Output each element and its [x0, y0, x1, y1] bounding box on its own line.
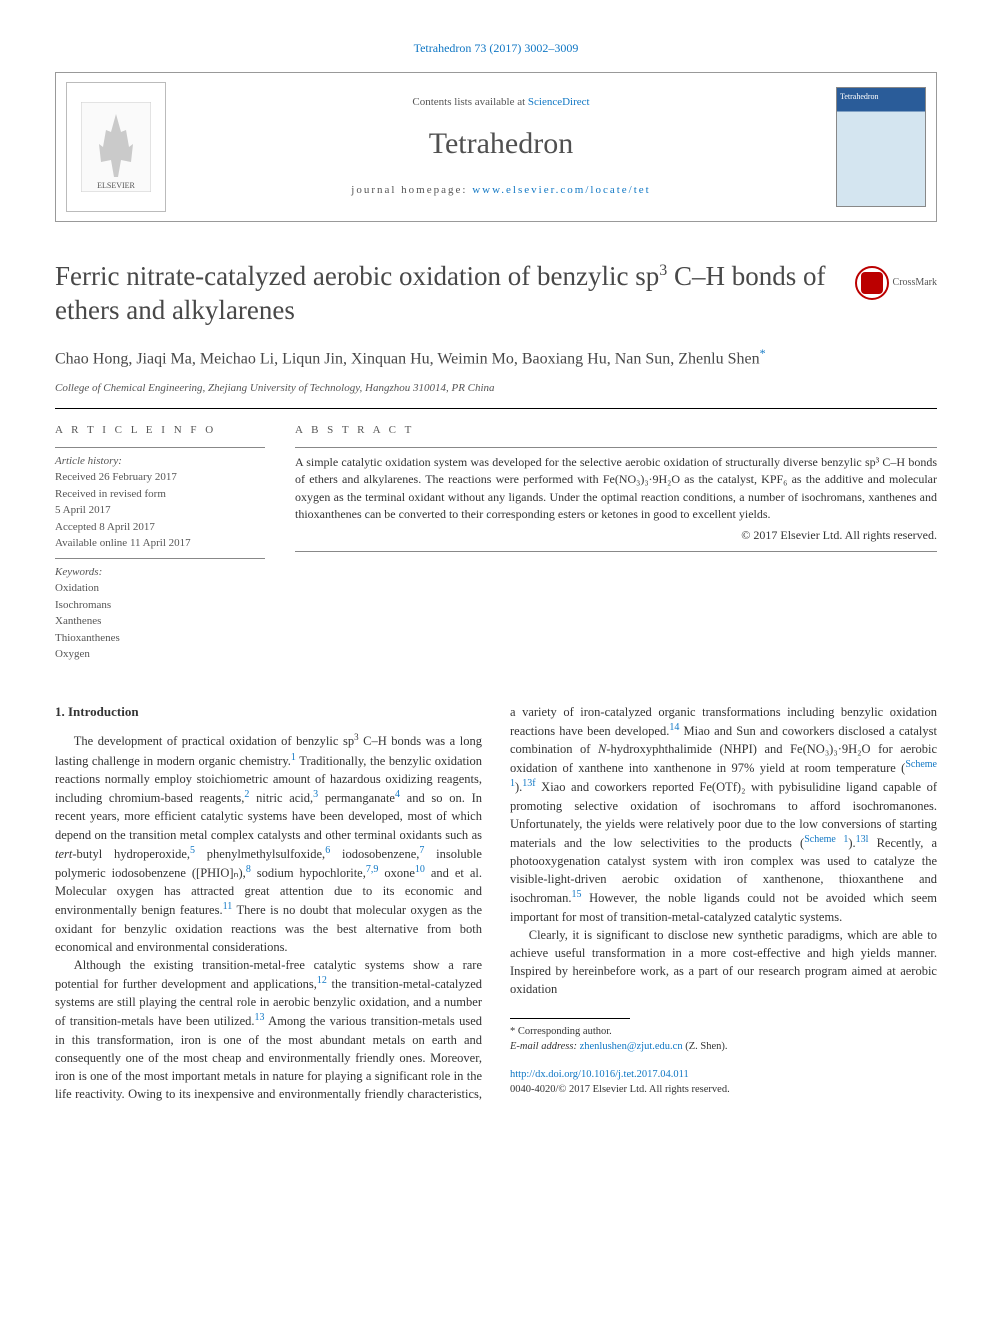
journal-name: Tetrahedron — [176, 123, 826, 165]
doi-link[interactable]: http://dx.doi.org/10.1016/j.tet.2017.04.… — [510, 1069, 689, 1080]
journal-homepage-link[interactable]: www.elsevier.com/locate/tet — [472, 184, 651, 196]
corr-author-label: * Corresponding author. — [510, 1025, 937, 1040]
corresponding-author-mark[interactable]: * — [760, 346, 766, 360]
keyword-item: Isochromans — [55, 597, 265, 614]
reference-link[interactable]: 12 — [317, 975, 327, 986]
sciencedirect-link[interactable]: ScienceDirect — [528, 96, 590, 108]
history-received: Received 26 February 2017 — [55, 469, 265, 486]
crossmark-badge[interactable]: CrossMark — [855, 266, 937, 300]
abstract-block: A B S T R A C T A simple catalytic oxida… — [295, 423, 937, 662]
history-revised: Received in revised form — [55, 486, 265, 503]
issn-line: 0040-4020/© 2017 Elsevier Ltd. All right… — [510, 1082, 937, 1097]
reference-link[interactable]: 11 — [223, 901, 233, 912]
intro-paragraph-1: The development of practical oxidation o… — [55, 731, 482, 955]
corresponding-footnote: * Corresponding author. E-mail address: … — [510, 1025, 937, 1054]
crossmark-label: CrossMark — [893, 276, 937, 290]
reference-link[interactable]: 13f — [522, 778, 535, 789]
contents-lists-line: Contents lists available at ScienceDirec… — [176, 95, 826, 110]
history-accepted: Accepted 8 April 2017 — [55, 519, 265, 536]
crossmark-icon — [855, 266, 889, 300]
keyword-item: Oxygen — [55, 646, 265, 663]
reference-link[interactable]: 14 — [669, 722, 679, 733]
separator-rule — [55, 408, 937, 409]
affiliation: College of Chemical Engineering, Zhejian… — [55, 381, 937, 396]
elsevier-logo: ELSEVIER — [66, 82, 166, 212]
svg-text:ELSEVIER: ELSEVIER — [97, 181, 135, 190]
article-history-label: Article history: — [55, 454, 265, 469]
footnote-rule — [510, 1018, 630, 1019]
elsevier-tree-icon: ELSEVIER — [81, 102, 151, 192]
keywords-label: Keywords: — [55, 565, 265, 580]
journal-homepage-line: journal homepage: www.elsevier.com/locat… — [176, 183, 826, 198]
abstract-heading: A B S T R A C T — [295, 423, 937, 438]
abstract-text: A simple catalytic oxidation system was … — [295, 454, 937, 524]
keyword-item: Thioxanthenes — [55, 630, 265, 647]
keyword-item: Oxidation — [55, 580, 265, 597]
article-info-block: A R T I C L E I N F O Article history: R… — [55, 423, 265, 662]
journal-header: ELSEVIER Contents lists available at Sci… — [55, 72, 937, 222]
abstract-copyright: © 2017 Elsevier Ltd. All rights reserved… — [295, 527, 937, 544]
article-info-heading: A R T I C L E I N F O — [55, 423, 265, 438]
reference-link[interactable]: 15 — [571, 889, 581, 900]
journal-cover-thumbnail: Tetrahedron — [836, 87, 926, 207]
citation-link: Tetrahedron 73 (2017) 3002–3009 — [55, 40, 937, 57]
history-revised-date: 5 April 2017 — [55, 502, 265, 519]
intro-paragraph-3: Clearly, it is significant to disclose n… — [510, 926, 937, 999]
doi-line: http://dx.doi.org/10.1016/j.tet.2017.04.… — [510, 1067, 937, 1082]
article-title: Ferric nitrate-catalyzed aerobic oxidati… — [55, 260, 843, 328]
section-heading-intro: 1. Introduction — [55, 703, 482, 722]
keyword-item: Xanthenes — [55, 613, 265, 630]
reference-link[interactable]: 10 — [415, 864, 425, 875]
scheme-link[interactable]: Scheme 1 — [804, 834, 848, 845]
authors-line: Chao Hong, Jiaqi Ma, Meichao Li, Liqun J… — [55, 345, 937, 371]
history-online: Available online 11 April 2017 — [55, 535, 265, 552]
citation-anchor[interactable]: Tetrahedron 73 (2017) 3002–3009 — [414, 41, 579, 55]
reference-link[interactable]: 13 — [255, 1012, 265, 1023]
reference-link[interactable]: 13l — [856, 834, 869, 845]
email-link[interactable]: zhenlushen@zjut.edu.cn — [580, 1041, 683, 1052]
reference-link[interactable]: 7,9 — [366, 864, 379, 875]
body-text: 1. Introduction The development of pract… — [55, 703, 937, 1104]
